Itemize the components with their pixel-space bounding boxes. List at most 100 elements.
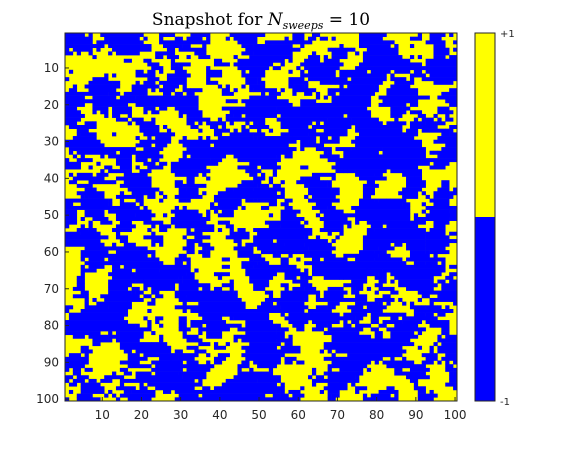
lattice-run-minus-one: [445, 360, 450, 365]
lattice-run-minus-one: [229, 121, 234, 126]
lattice-run-minus-one: [351, 279, 368, 284]
lattice-run-minus-one: [390, 312, 395, 317]
lattice-run-minus-one: [135, 279, 144, 284]
lattice-run-minus-one: [355, 136, 415, 141]
lattice-run-minus-one: [374, 257, 387, 262]
lattice-run-minus-one: [296, 36, 305, 41]
lattice-run-minus-one: [308, 55, 321, 60]
lattice-run-minus-one: [315, 375, 325, 380]
lattice-run-minus-one: [311, 194, 317, 199]
lattice-run-minus-one: [147, 194, 156, 199]
lattice-run-minus-one: [151, 73, 156, 78]
lattice-run-minus-one: [123, 275, 132, 280]
lattice-run-minus-one: [323, 239, 328, 244]
lattice-run-minus-one: [280, 194, 285, 199]
lattice-run-minus-one: [202, 290, 230, 295]
lattice-run-minus-one: [323, 294, 344, 299]
lattice-run-minus-one: [178, 305, 183, 310]
lattice-run-minus-one: [178, 253, 183, 258]
lattice-run-minus-one: [249, 95, 254, 100]
lattice-run-minus-one: [374, 360, 379, 365]
lattice-run-minus-one: [425, 194, 430, 199]
lattice-run-minus-one: [131, 290, 136, 295]
lattice-run-minus-one: [437, 338, 458, 343]
lattice-run-minus-one: [276, 117, 281, 122]
lattice-run-minus-one: [374, 272, 379, 277]
lattice-run-minus-one: [100, 169, 105, 174]
lattice-run-minus-one: [155, 257, 160, 262]
lattice-run-minus-one: [323, 136, 328, 141]
lattice-run-minus-one: [166, 47, 176, 52]
lattice-run-minus-one: [119, 169, 125, 174]
lattice-run-minus-one: [76, 364, 85, 369]
lattice-run-minus-one: [323, 257, 348, 262]
lattice-run-minus-one: [217, 117, 223, 122]
lattice-run-minus-one: [378, 279, 387, 284]
lattice-run-minus-one: [311, 139, 317, 144]
lattice-run-minus-one: [370, 393, 391, 398]
lattice-run-minus-one: [339, 84, 344, 89]
lattice-run-minus-one: [119, 235, 129, 240]
lattice-run-minus-one: [331, 239, 336, 244]
lattice-run-minus-one: [198, 331, 203, 336]
lattice-run-minus-one: [221, 257, 227, 262]
lattice-run-minus-one: [441, 356, 458, 361]
lattice-run-minus-one: [343, 110, 372, 115]
lattice-run-minus-one: [186, 187, 199, 192]
lattice-run-minus-one: [261, 125, 266, 129]
lattice-run-minus-one: [147, 209, 152, 214]
lattice-run-minus-one: [198, 294, 238, 299]
lattice-run-minus-one: [84, 121, 93, 126]
lattice-run-minus-one: [198, 342, 211, 347]
lattice-run-minus-one: [311, 268, 317, 273]
lattice-run-minus-one: [123, 242, 129, 247]
lattice-run-minus-one: [394, 47, 399, 52]
lattice-run-minus-one: [76, 132, 81, 137]
lattice-run-minus-one: [174, 55, 179, 60]
lattice-run-minus-one: [323, 58, 336, 63]
lattice-run-minus-one: [119, 191, 125, 196]
lattice-run-minus-one: [331, 176, 336, 181]
lattice-run-minus-one: [272, 393, 281, 398]
lattice-run-minus-one: [402, 312, 407, 317]
lattice-run-minus-one: [327, 286, 336, 291]
lattice-run-minus-one: [355, 172, 375, 177]
lattice-run-minus-one: [253, 360, 258, 365]
lattice-run-minus-one: [119, 176, 148, 181]
lattice-run-minus-one: [237, 198, 242, 203]
lattice-run-minus-one: [76, 125, 81, 129]
lattice-run-minus-one: [229, 290, 234, 295]
lattice-run-minus-one: [433, 309, 450, 313]
lattice-run-minus-one: [76, 367, 81, 372]
lattice-run-minus-one: [390, 84, 411, 89]
lattice-run-minus-one: [284, 342, 289, 347]
lattice-run-minus-one: [272, 364, 277, 369]
lattice-run-minus-one: [429, 349, 434, 354]
lattice-run-minus-one: [92, 198, 101, 203]
lattice-run-minus-one: [119, 220, 132, 225]
lattice-run-minus-one: [65, 95, 78, 100]
lattice-run-minus-one: [139, 73, 152, 78]
lattice-run-minus-one: [100, 378, 109, 383]
lattice-run-minus-one: [123, 371, 132, 376]
lattice-run-minus-one: [425, 375, 430, 380]
lattice-run-minus-one: [80, 102, 85, 107]
lattice-run-minus-one: [288, 106, 336, 111]
lattice-run-minus-one: [76, 191, 105, 196]
lattice-run-minus-one: [331, 36, 336, 41]
lattice-run-minus-one: [288, 69, 293, 74]
lattice-run-minus-one: [96, 161, 101, 166]
lattice-run-minus-one: [449, 102, 458, 107]
lattice-run-minus-one: [245, 198, 250, 203]
lattice-run-minus-one: [343, 312, 364, 317]
lattice-run-minus-one: [390, 331, 415, 336]
lattice-run-minus-one: [276, 323, 281, 328]
lattice-run-minus-one: [143, 353, 152, 358]
lattice-run-minus-one: [268, 128, 274, 133]
lattice-run-minus-one: [127, 353, 140, 358]
lattice-run-minus-one: [264, 378, 274, 383]
lattice-run-minus-one: [413, 172, 423, 177]
lattice-run-minus-one: [65, 224, 70, 229]
lattice-run-minus-one: [65, 202, 74, 207]
lattice-run-minus-one: [311, 132, 317, 137]
